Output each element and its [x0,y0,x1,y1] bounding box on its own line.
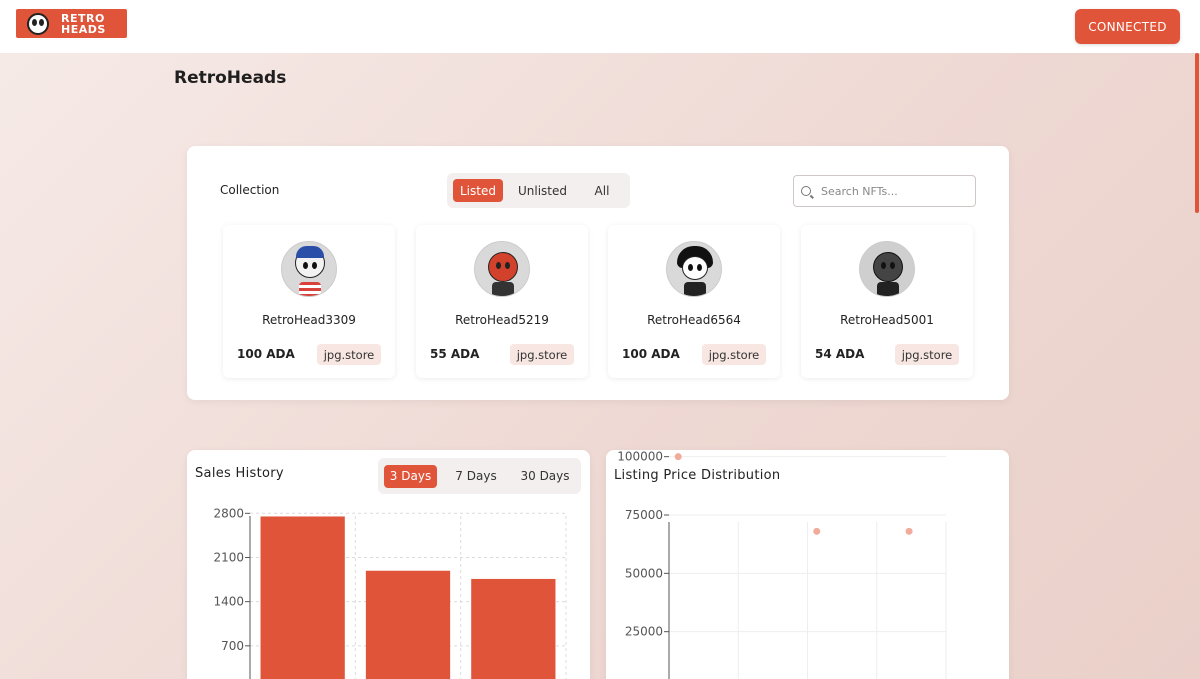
collection-panel: Collection Listed Unlisted All RetroHead… [187,146,1009,400]
y-tick-label: 75000 [625,508,663,522]
search-icon [801,186,811,196]
sales-history-chart: 700 1400 2100 2800 [213,506,567,679]
nft-market-badge[interactable]: jpg.store [317,344,381,365]
scrollbar-thumb[interactable] [1195,53,1199,213]
nft-market-badge[interactable]: jpg.store [702,344,766,365]
nft-card-5219[interactable]: RetroHead5219 55 ADA jpg.store [416,225,588,378]
y-tick-label: 2100 [213,550,244,564]
filter-all-tab[interactable]: All [594,183,610,198]
logo-text: RETRO HEADS [61,13,113,35]
sales-history-panel: Sales History 3 Days 7 Days 30 Days 700 1… [187,450,590,679]
scatter-point [813,527,821,535]
nft-avatar [474,241,530,297]
nft-name: RetroHead5219 [455,313,549,327]
sales-bar [260,516,345,679]
y-tick-label: 2800 [213,506,244,520]
y-tick-label: 25000 [625,625,663,639]
collection-label: Collection [220,183,280,197]
sales-bar [365,570,451,679]
search-box[interactable] [793,175,976,207]
search-input[interactable] [821,180,971,202]
nft-price: 100 ADA [622,347,680,361]
listing-price-distribution-chart: 25000 50000 75000 100000 [617,450,947,679]
logo-line2: HEADS [61,22,106,36]
filter-unlisted-tab[interactable]: Unlisted [517,183,567,198]
top-bar: RETRO HEADS CONNECTED [0,0,1200,53]
connected-button[interactable]: CONNECTED [1075,9,1180,44]
retroheads-face-icon [27,12,49,35]
nft-price: 100 ADA [237,347,295,361]
nft-name: RetroHead6564 [647,313,741,327]
logo-line1: RETRO [61,11,105,25]
nft-name: RetroHead3309 [262,313,356,327]
scatter-point [905,527,913,535]
scatter-point [674,453,682,461]
listing-price-distribution-panel: Listing Price Distribution 25000 50000 750… [606,450,1009,679]
sales-history-title: Sales History [195,466,284,481]
nft-name: RetroHead5001 [840,313,934,327]
range-3-days-tab[interactable]: 3 Days [384,464,437,488]
nft-market-badge[interactable]: jpg.store [895,344,959,365]
nft-card-6564[interactable]: RetroHead6564 100 ADA jpg.store [608,225,780,378]
sales-range-group: 3 Days 7 Days 30 Days [378,458,581,494]
nft-price: 55 ADA [430,347,480,361]
y-tick-label: 1400 [213,595,244,609]
y-tick-label: 50000 [625,566,663,580]
y-tick-label: 100000 [617,450,663,464]
range-7-days-tab[interactable]: 7 Days [455,469,497,483]
nft-card-3309[interactable]: RetroHead3309 100 ADA jpg.store [223,225,395,378]
nft-price: 54 ADA [815,347,865,361]
scrollbar[interactable] [1195,53,1200,679]
y-tick-label: 700 [221,639,244,653]
nft-avatar [666,241,722,297]
nft-avatar [281,241,337,297]
nft-card-5001[interactable]: RetroHead5001 54 ADA jpg.store [801,225,973,378]
nft-market-badge[interactable]: jpg.store [510,344,574,365]
nft-avatar [859,241,915,297]
filter-listed-tab[interactable]: Listed [453,179,503,202]
collection-filter-group: Listed Unlisted All [447,173,630,208]
page-title: RetroHeads [174,68,287,88]
retroheads-logo[interactable]: RETRO HEADS [16,9,127,38]
range-30-days-tab[interactable]: 30 Days [520,469,570,483]
distribution-title: Listing Price Distribution [614,468,781,483]
sales-bar [471,578,556,679]
